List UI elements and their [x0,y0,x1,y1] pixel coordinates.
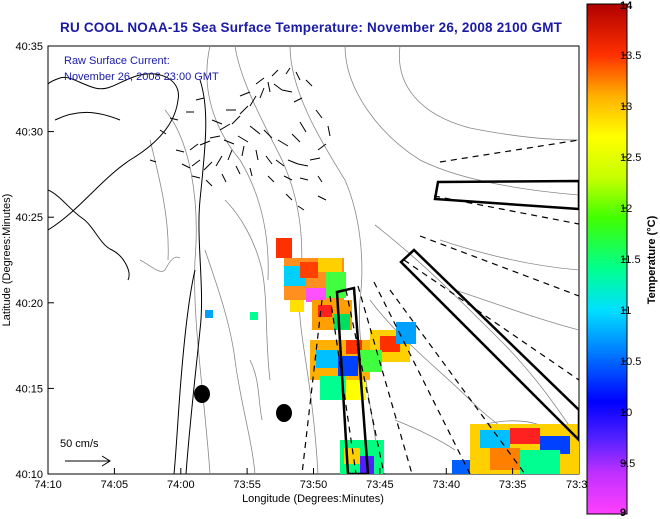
x-tick-label: 73:50 [300,479,328,491]
x-axis-ticks [47,468,514,474]
colorbar-tick-label: 14 [620,0,633,12]
x-tick-label: 74:05 [101,479,129,491]
colorbar-tick-label: 13 [620,101,632,113]
y-axis-label: Latitude (Degrees:Minutes) [1,194,13,327]
y-tick-label: 40:30 [15,127,43,139]
scale-label: 50 cm/s [60,438,99,450]
colorbar [586,3,628,515]
colorbar-label: Temperature (°C) [646,215,658,304]
station-dot [194,385,210,403]
current-label-line1: Raw Surface Current: [64,55,170,67]
y-axis-ticks [48,45,54,475]
scale-arrow [65,455,111,467]
x-tick-label: 73:40 [433,479,461,491]
colorbar-tick-label: 9 [620,507,626,519]
station-dot [276,404,292,422]
y-tick-label: 40:15 [15,383,43,395]
x-tick-label: 74:10 [34,479,62,491]
colorbar-tick-label: 12.5 [620,152,641,164]
x-tick-label: 74:00 [167,479,195,491]
colorbar-tick-label: 10 [620,407,632,419]
x-tick-label: 73:3 [566,479,587,491]
map-title: RU COOL NOAA-15 Sea Surface Temperature:… [60,20,563,35]
y-tick-label: 40:10 [15,469,43,481]
current-label-line2: November 26, 2008 23:00 GMT [64,71,219,83]
colorbar-tick-label: 12 [620,203,632,215]
x-tick-label: 73:55 [233,479,261,491]
colorbar-tick-label: 10.5 [620,356,641,368]
colorbar-tick-label: 9.5 [620,458,635,470]
x-axis-label: Longitude (Degrees:Minutes) [242,493,384,505]
y-tick-label: 40:35 [15,41,43,53]
colorbar-tick-label: 11.5 [620,254,641,266]
x-tick-label: 73:35 [499,479,527,491]
colorbar-tick-label: 11 [620,305,631,317]
x-tick-label: 73:45 [366,479,394,491]
dashed-sector-lines [301,139,579,474]
coastline [48,73,207,474]
y-tick-label: 40:25 [15,212,43,224]
observation-polygons [335,179,579,474]
colorbar-tick-label: 13.5 [620,50,641,62]
colorbar-ticks [622,54,627,464]
current-vectors [149,67,331,211]
y-tick-label: 40:20 [15,298,43,310]
